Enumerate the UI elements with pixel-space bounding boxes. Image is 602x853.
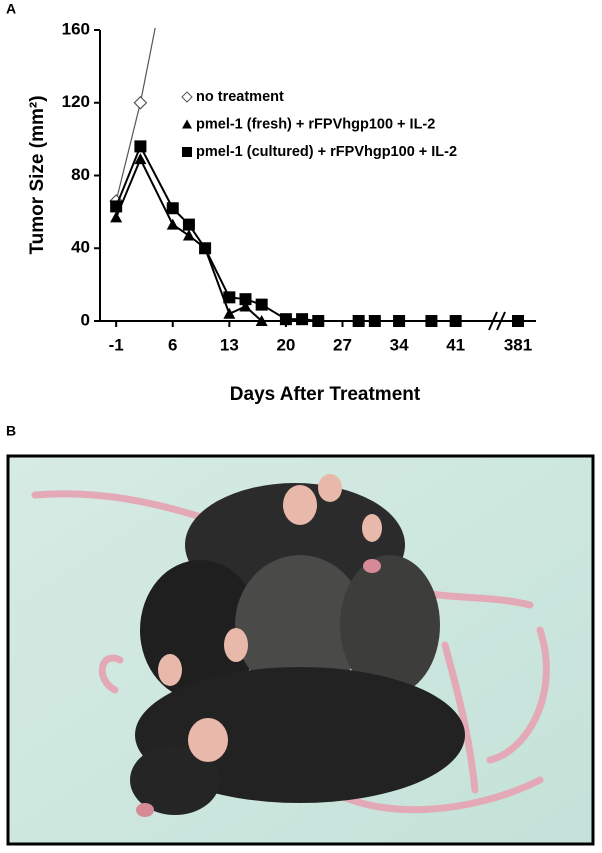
point bbox=[296, 313, 309, 326]
point bbox=[166, 218, 179, 230]
legend-marker bbox=[182, 119, 192, 129]
y-axis-label: Tumor Size (mm²) bbox=[27, 95, 48, 254]
point bbox=[223, 291, 236, 304]
point bbox=[512, 315, 524, 327]
legend-marker bbox=[182, 147, 192, 157]
x-tick-label: 41 bbox=[446, 335, 465, 354]
point bbox=[133, 95, 148, 110]
x-tick-label: 6 bbox=[168, 335, 177, 354]
point bbox=[368, 315, 381, 327]
x-tick-label: 20 bbox=[276, 335, 295, 354]
point bbox=[182, 229, 195, 241]
y-tick-label: 80 bbox=[71, 165, 90, 184]
y-tick-label: 160 bbox=[62, 19, 90, 38]
point bbox=[393, 315, 406, 327]
point bbox=[110, 211, 123, 223]
point bbox=[223, 307, 236, 319]
point bbox=[182, 218, 195, 231]
legend-label: pmel-1 (cultured) + rFPVhgp100 + IL-2 bbox=[196, 144, 457, 160]
series-line bbox=[115, 144, 518, 322]
point bbox=[352, 315, 365, 327]
photo bbox=[6, 454, 595, 846]
point bbox=[134, 153, 147, 165]
legend-label: no treatment bbox=[196, 89, 284, 105]
y-tick-label: 40 bbox=[71, 238, 90, 257]
x-axis-label: Days After Treatment bbox=[230, 384, 421, 405]
point bbox=[312, 315, 325, 327]
series-line bbox=[115, 28, 156, 202]
y-tick-label: 0 bbox=[81, 310, 90, 329]
point bbox=[425, 315, 438, 327]
legend-marker bbox=[181, 91, 193, 103]
x-tick-label: 381 bbox=[504, 335, 532, 354]
point bbox=[239, 300, 252, 312]
x-tick-label: 13 bbox=[220, 335, 239, 354]
point bbox=[449, 315, 462, 327]
plot-area bbox=[109, 15, 524, 327]
legend-label: pmel-1 (fresh) + rFPVhgp100 + IL-2 bbox=[196, 116, 435, 132]
y-tick-label: 120 bbox=[62, 92, 90, 111]
point bbox=[166, 202, 179, 215]
x-tick-label: -1 bbox=[109, 335, 124, 354]
point bbox=[199, 242, 212, 255]
point bbox=[255, 298, 268, 311]
point bbox=[279, 313, 292, 326]
panel-label: B bbox=[6, 423, 16, 439]
point bbox=[151, 15, 163, 27]
point bbox=[255, 315, 268, 326]
x-tick-label: 34 bbox=[390, 335, 409, 354]
x-tick-label: 27 bbox=[333, 335, 352, 354]
point bbox=[134, 140, 147, 153]
point bbox=[239, 293, 252, 306]
panel-label: A bbox=[6, 1, 16, 17]
point bbox=[110, 200, 123, 213]
